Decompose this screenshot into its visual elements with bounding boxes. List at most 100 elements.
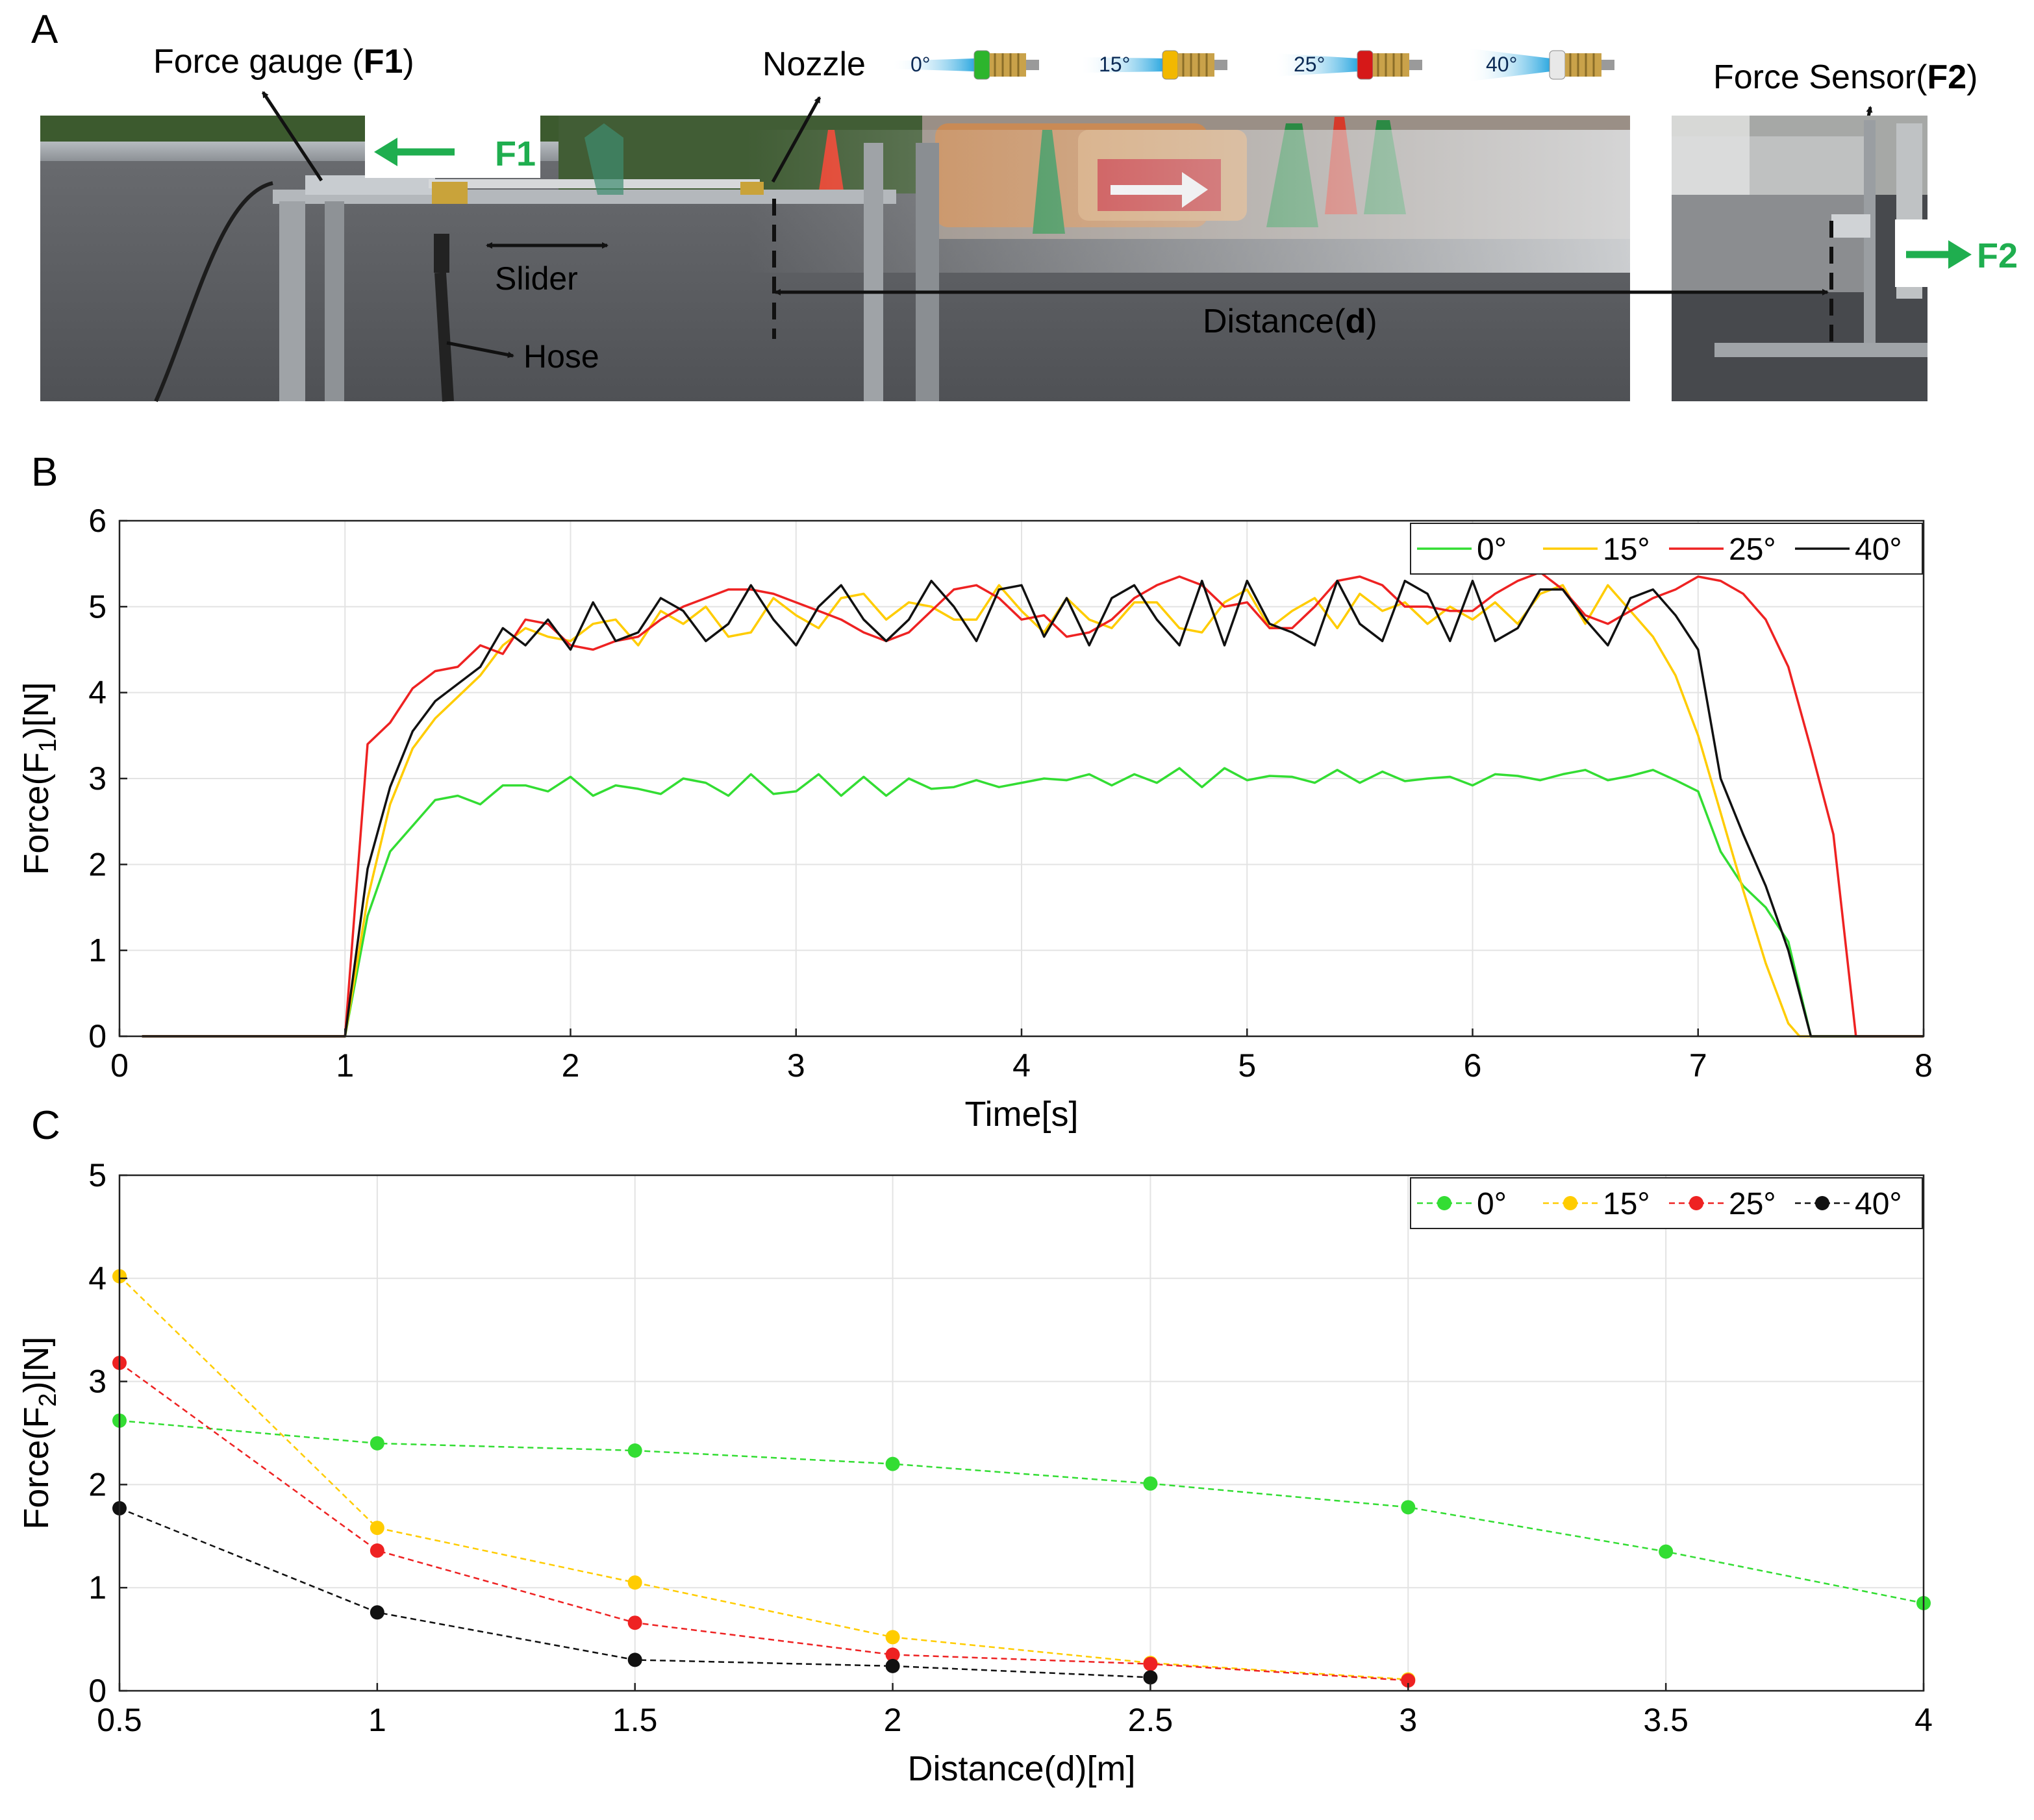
data-point	[370, 1605, 384, 1620]
series-line	[142, 579, 1924, 1038]
x-tick-label: 7	[1689, 1047, 1707, 1084]
nozzle-angle-label: 25°	[1294, 53, 1325, 76]
data-point	[885, 1658, 900, 1673]
spray-cone-icon	[891, 58, 975, 71]
force-gauge-callout	[261, 91, 323, 182]
x-tick-label: 8	[1915, 1047, 1933, 1084]
x-tick-label: 4	[1012, 1047, 1031, 1084]
legend-label: 0°	[1477, 532, 1507, 567]
x-tick-label: 2.5	[1128, 1702, 1174, 1738]
legend-label: 40°	[1855, 532, 1902, 567]
x-tick-label: 1	[336, 1047, 354, 1084]
plot-area	[119, 1175, 1924, 1691]
nozzle-callout	[771, 96, 822, 183]
panel-letter-b: B	[31, 450, 58, 495]
f2-arrow-box: F2	[1895, 219, 2034, 287]
f2-arrow-label: F2	[1977, 236, 2018, 275]
series-40°	[112, 1501, 1158, 1685]
nozzle-angle-label: 15°	[1099, 53, 1130, 76]
series-0°	[142, 767, 1924, 1038]
legend-item: 0°	[1417, 532, 1507, 567]
x-tick-label: 5	[1238, 1047, 1256, 1084]
x-tick-label: 4	[1915, 1702, 1933, 1738]
legend-item: 15°	[1543, 532, 1650, 567]
legend-marker	[1815, 1196, 1829, 1210]
photo-sensor	[1672, 116, 1927, 401]
data-point	[1143, 1670, 1158, 1685]
series-line	[119, 1275, 1409, 1680]
y-axis-label: Force(F1)[N]	[17, 682, 62, 875]
nozzle-tip-icon	[1549, 50, 1566, 80]
series-15°	[142, 584, 1924, 1038]
x-tick-label: 2	[884, 1702, 902, 1738]
series-line	[142, 571, 1924, 1038]
legend-label: 15°	[1603, 1187, 1650, 1221]
data-point	[885, 1456, 900, 1471]
y-tick-label: 1	[88, 932, 107, 969]
series-line	[142, 584, 1924, 1038]
legend-label: 40°	[1855, 1187, 1902, 1221]
nozzle-tip-icon	[1162, 50, 1179, 80]
nozzle-item: 15°	[1079, 50, 1227, 80]
arrow-left-icon	[374, 138, 397, 166]
x-tick-label: 3	[1399, 1702, 1417, 1738]
data-point	[1143, 1656, 1158, 1671]
legend-item: 15°	[1543, 1187, 1650, 1221]
nozzle-tip-icon	[973, 50, 990, 80]
x-tick-label: 6	[1464, 1047, 1482, 1084]
data-point	[370, 1436, 384, 1451]
data-point	[627, 1615, 642, 1630]
panel-letter-c: C	[31, 1103, 60, 1148]
nozzle-item: 0°	[891, 50, 1039, 80]
nozzle-item: 40°	[1466, 48, 1614, 82]
x-axis-label: Time[s]	[965, 1095, 1079, 1134]
y-tick-label: 2	[88, 1466, 107, 1502]
force-gauge-label: Force gauge (F1)	[153, 43, 414, 81]
data-point	[1401, 1673, 1416, 1688]
legend-item: 40°	[1795, 532, 1902, 567]
data-point	[1143, 1476, 1158, 1491]
data-point	[1659, 1544, 1674, 1559]
data-point	[627, 1443, 642, 1458]
legend-item: 0°	[1417, 1187, 1507, 1221]
legend-marker	[1689, 1196, 1703, 1210]
y-tick-label: 2	[88, 846, 107, 882]
spray-cone-icon	[1466, 48, 1551, 82]
y-tick-label: 6	[88, 503, 107, 539]
x-tick-label: 0	[110, 1047, 129, 1084]
data-point	[370, 1521, 384, 1536]
distance-label: Distance(d)	[1203, 303, 1377, 340]
y-tick-label: 4	[88, 675, 107, 711]
legend-marker	[1437, 1196, 1451, 1210]
series-line	[119, 1362, 1409, 1682]
legend: 0° 15° 25° 40°	[1410, 1177, 1923, 1229]
photo-main	[40, 116, 1630, 401]
test-rig	[154, 123, 939, 403]
data-point	[370, 1543, 384, 1558]
series-0°	[112, 1413, 1931, 1611]
legend-label: 0°	[1477, 1187, 1507, 1221]
spray-cone-icon	[1079, 57, 1164, 73]
y-tick-label: 3	[88, 760, 107, 797]
hose-callout	[446, 341, 514, 358]
legend-label: 15°	[1603, 532, 1650, 567]
nozzle-strip: 0° 15° 25° 40°	[891, 48, 1614, 82]
nozzle-tip-icon	[1357, 50, 1374, 80]
hose-label: Hose	[523, 338, 599, 375]
x-tick-label: 2	[562, 1047, 580, 1084]
spray-cone-icon	[1274, 53, 1359, 77]
data-point	[627, 1575, 642, 1590]
series-line	[142, 767, 1924, 1038]
nozzle-angle-label: 0°	[910, 53, 931, 76]
legend: 0° 15° 25° 40°	[1410, 523, 1923, 575]
legend-marker	[1563, 1196, 1577, 1210]
x-tick-label: 0.5	[97, 1702, 142, 1738]
data-point	[885, 1630, 900, 1645]
f1-arrow-label: F1	[495, 134, 536, 173]
series-25°	[142, 571, 1924, 1038]
nozzle-item: 25°	[1274, 50, 1422, 80]
legend-item: 25°	[1669, 532, 1776, 567]
y-tick-label: 3	[88, 1364, 107, 1400]
axes-frame	[118, 1174, 1925, 1692]
